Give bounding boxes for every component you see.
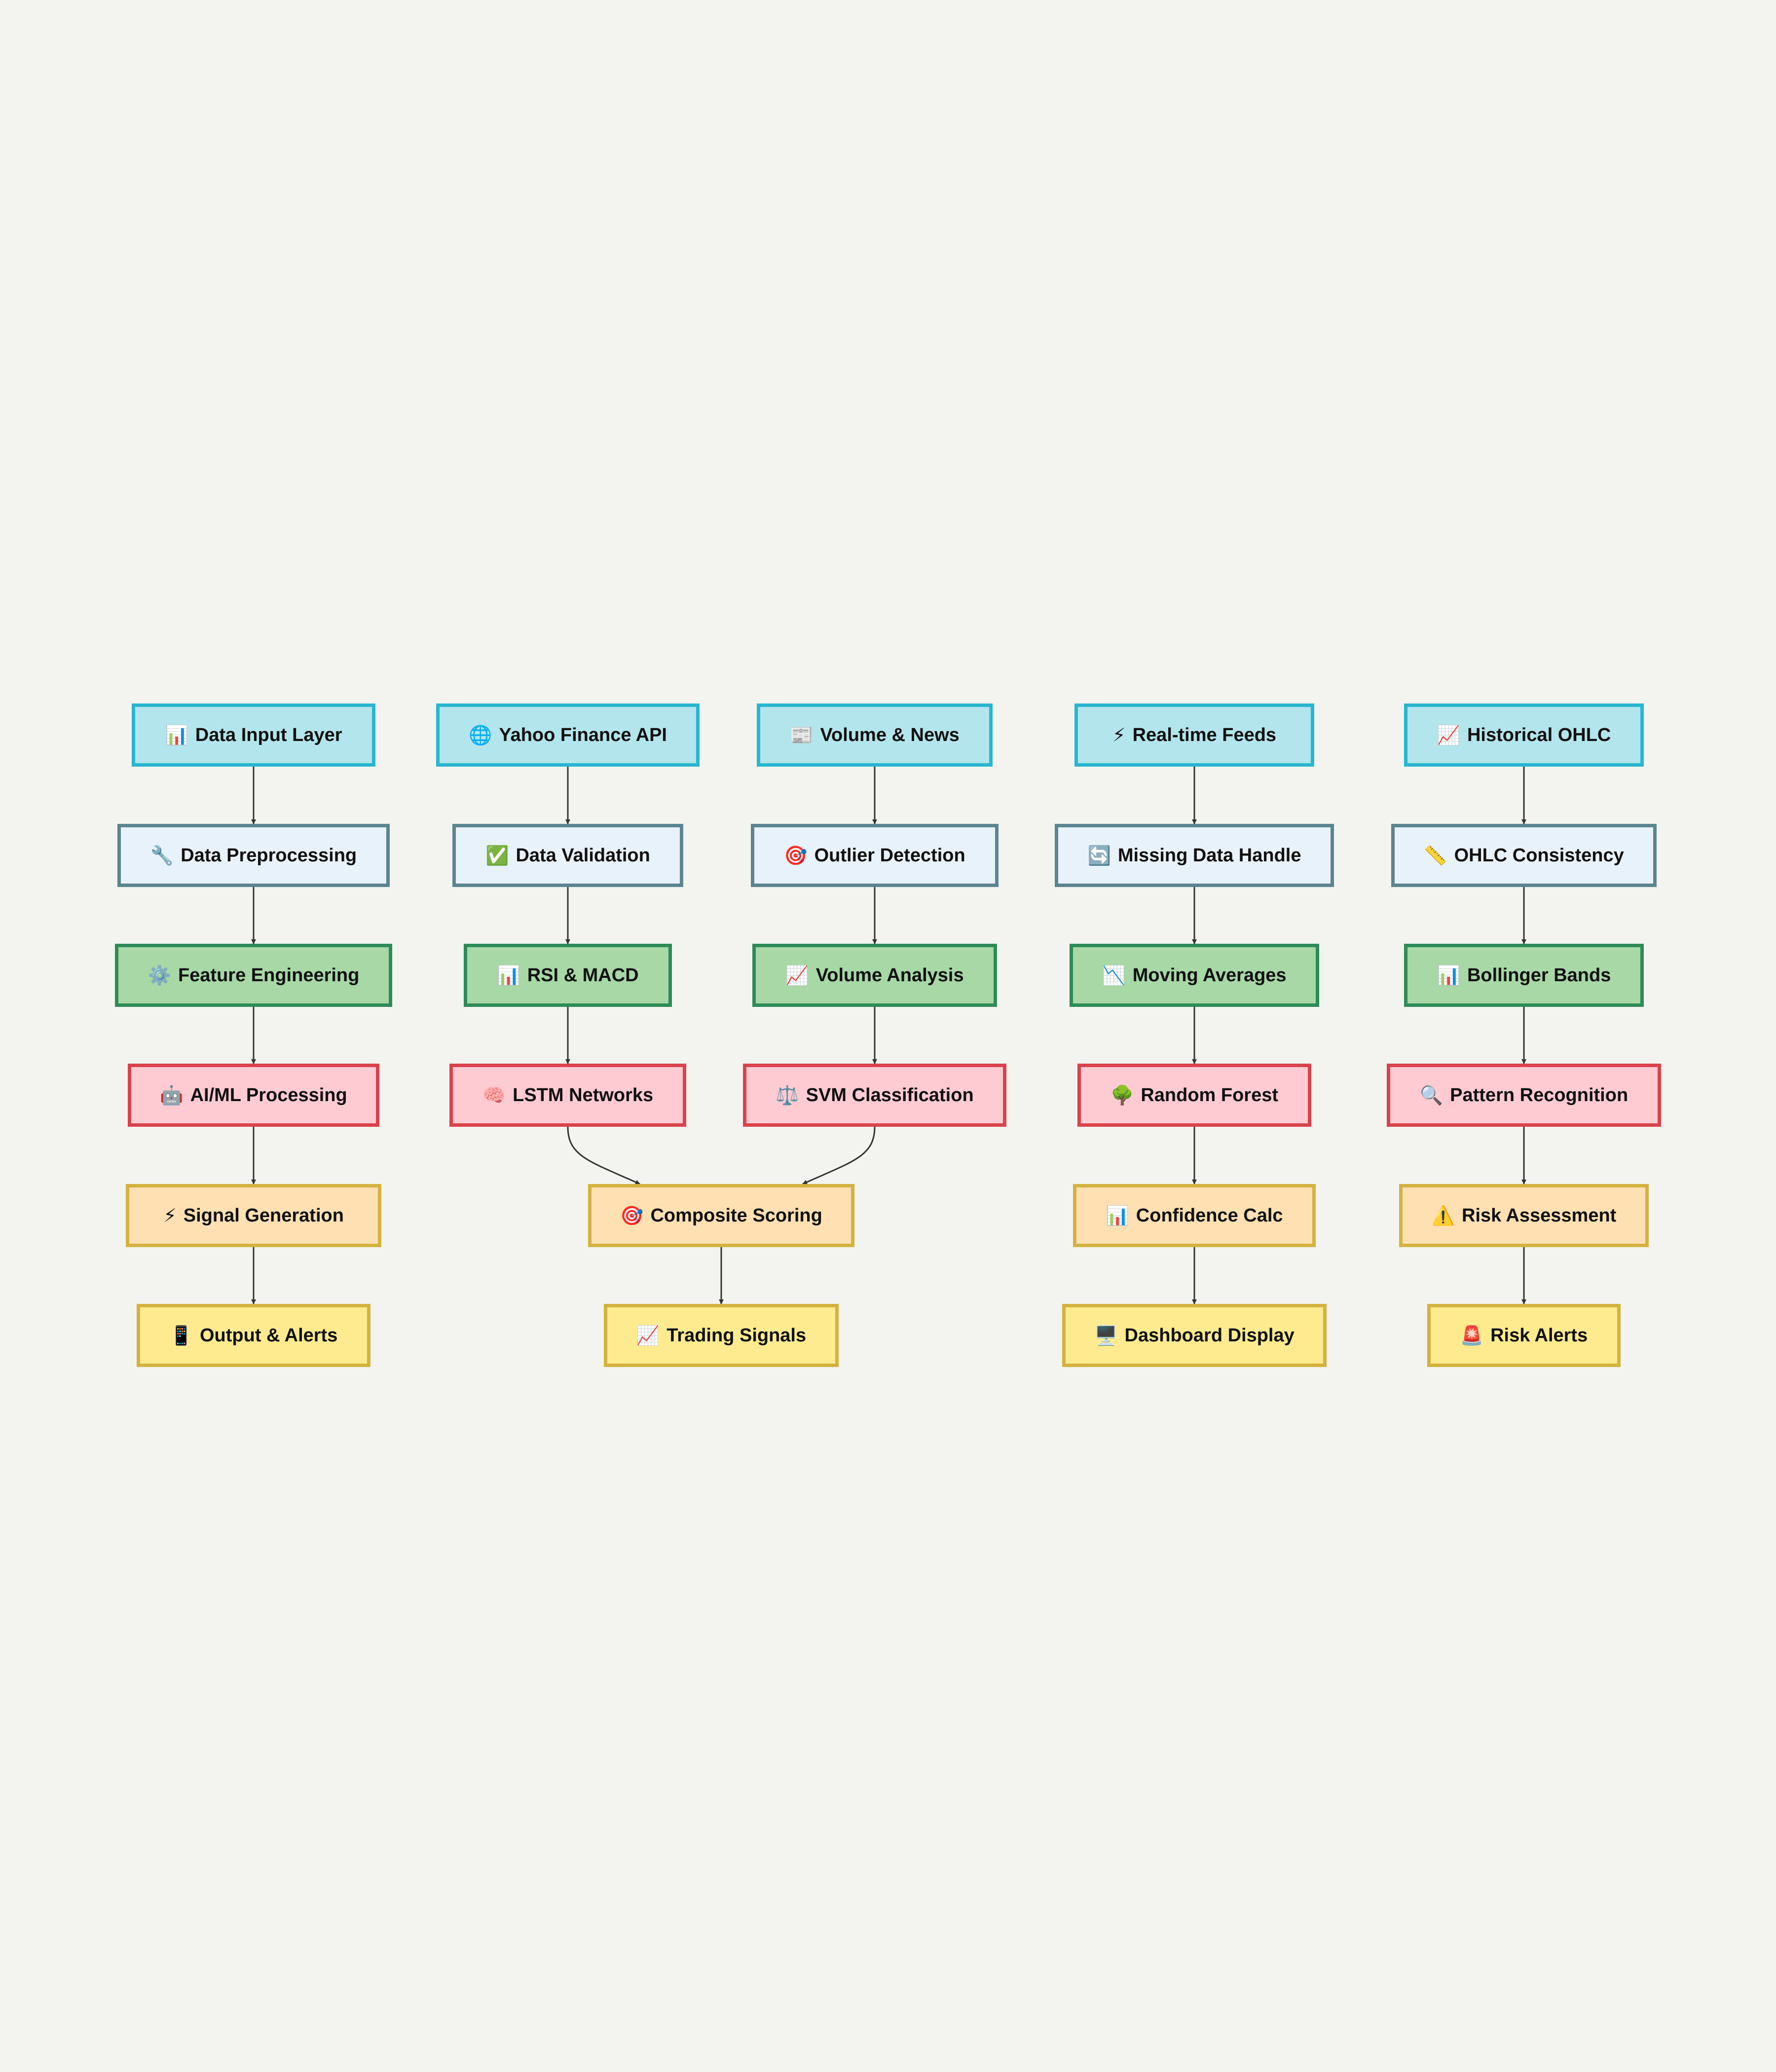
node-emoji-icon: 🖥️ [1094,1324,1118,1346]
flow-node-n5: 📈 Historical OHLC [1404,703,1644,767]
node-emoji-icon: 📊 [165,724,188,746]
node-label: Trading Signals [666,1325,807,1346]
node-emoji-icon: ⚡ [1112,724,1126,746]
flow-node-n14: 📉 Moving Averages [1070,944,1319,1007]
node-label: Risk Alerts [1490,1325,1588,1346]
flow-node-n11: ⚙️ Feature Engineering [115,944,392,1007]
flow-node-n22: 🎯 Composite Scoring [588,1184,854,1247]
node-emoji-icon: 📉 [1102,964,1126,986]
flow-node-n6: 🔧 Data Preprocessing [117,824,390,887]
edge-n18-to-n22 [802,1126,876,1185]
node-label: AI/ML Processing [190,1084,347,1106]
node-label: Confidence Calc [1136,1205,1283,1226]
flow-node-n18: ⚖️ SVM Classification [743,1064,1006,1127]
flow-node-n28: 🚨 Risk Alerts [1427,1304,1621,1367]
node-label: Volume Analysis [815,964,964,986]
flow-node-n20: 🔍 Pattern Recognition [1387,1064,1661,1127]
node-emoji-icon: ⚡ [163,1205,177,1226]
node-emoji-icon: ✅ [485,844,509,866]
node-label: SVM Classification [806,1084,974,1106]
node-label: Output & Alerts [199,1325,338,1346]
flow-node-n12: 📊 RSI & MACD [464,944,672,1007]
node-label: Outlier Detection [814,845,965,866]
node-emoji-icon: 📈 [636,1324,660,1346]
node-emoji-icon: 📰 [790,724,814,746]
flow-node-n26: 📈 Trading Signals [604,1304,839,1367]
node-label: Composite Scoring [650,1205,822,1226]
flow-node-n1: 📊 Data Input Layer [132,703,375,767]
node-label: Missing Data Handle [1117,845,1301,866]
flow-node-n19: 🌳 Random Forest [1077,1064,1311,1127]
node-label: Pattern Recognition [1450,1084,1628,1106]
node-label: OHLC Consistency [1454,845,1624,866]
node-emoji-icon: 📊 [1106,1204,1129,1226]
flow-node-n7: ✅ Data Validation [452,824,683,887]
node-emoji-icon: 🎯 [620,1204,644,1226]
flow-node-n16: 🤖 AI/ML Processing [128,1064,379,1127]
node-emoji-icon: 🌐 [469,724,492,746]
flow-node-n24: ⚠️ Risk Assessment [1399,1184,1649,1247]
node-emoji-icon: 📊 [497,964,520,986]
node-emoji-icon: 📈 [1437,724,1460,746]
node-emoji-icon: 🔧 [150,844,174,866]
node-emoji-icon: 🔍 [1419,1084,1443,1106]
node-label: Real-time Feeds [1132,724,1277,745]
node-emoji-icon: 🤖 [160,1084,184,1106]
flow-node-n3: 📰 Volume & News [757,703,993,767]
edge-n17-to-n22 [567,1126,640,1185]
node-label: Yahoo Finance API [499,724,667,745]
node-label: LSTM Networks [513,1084,654,1106]
node-emoji-icon: 📊 [1437,964,1460,986]
flow-node-n13: 📈 Volume Analysis [752,944,997,1007]
flow-node-n23: 📊 Confidence Calc [1073,1184,1316,1247]
node-label: RSI & MACD [527,964,639,986]
flow-node-n21: ⚡ Signal Generation [126,1184,381,1247]
node-emoji-icon: 📱 [169,1324,193,1346]
node-emoji-icon: 📏 [1424,844,1447,866]
node-label: Data Input Layer [195,724,342,745]
node-label: Signal Generation [183,1205,344,1226]
flow-node-n4: ⚡ Real-time Feeds [1074,703,1314,767]
node-label: Random Forest [1141,1084,1279,1106]
flow-node-n15: 📊 Bollinger Bands [1404,944,1644,1007]
node-label: Volume & News [820,724,960,745]
node-emoji-icon: 🔄 [1087,844,1111,866]
node-emoji-icon: ⚖️ [776,1084,799,1106]
flow-node-n9: 🔄 Missing Data Handle [1055,824,1334,887]
node-label: Moving Averages [1132,964,1287,986]
node-emoji-icon: 🌳 [1110,1084,1134,1106]
node-label: Risk Assessment [1462,1205,1617,1226]
node-emoji-icon: 🎯 [784,844,808,866]
flow-node-n8: 🎯 Outlier Detection [751,824,999,887]
node-label: Bollinger Bands [1467,964,1611,986]
flow-node-n25: 📱 Output & Alerts [137,1304,370,1367]
flow-node-n17: 🧠 LSTM Networks [449,1064,686,1127]
node-emoji-icon: ⚠️ [1431,1204,1455,1226]
node-emoji-icon: ⚙️ [148,964,171,986]
node-emoji-icon: 🧠 [482,1084,506,1106]
flow-node-n2: 🌐 Yahoo Finance API [436,703,700,767]
node-label: Dashboard Display [1124,1325,1295,1346]
flow-node-n10: 📏 OHLC Consistency [1391,824,1657,887]
node-emoji-icon: 🚨 [1460,1324,1484,1346]
node-label: Data Preprocessing [181,845,357,866]
node-label: Data Validation [516,845,650,866]
flow-node-n27: 🖥️ Dashboard Display [1062,1304,1327,1367]
node-emoji-icon: 📈 [785,964,809,986]
node-label: Historical OHLC [1467,724,1611,745]
node-label: Feature Engineering [178,964,360,986]
